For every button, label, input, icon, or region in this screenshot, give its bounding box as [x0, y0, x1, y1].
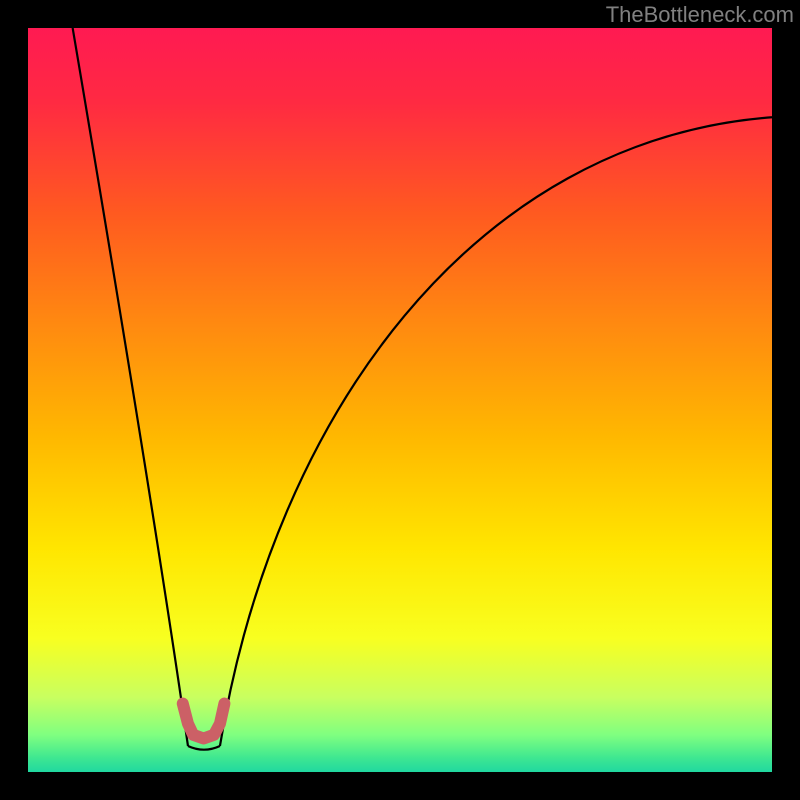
plot-area	[28, 28, 772, 772]
plot-svg	[28, 28, 772, 772]
watermark-text: TheBottleneck.com	[606, 2, 794, 28]
